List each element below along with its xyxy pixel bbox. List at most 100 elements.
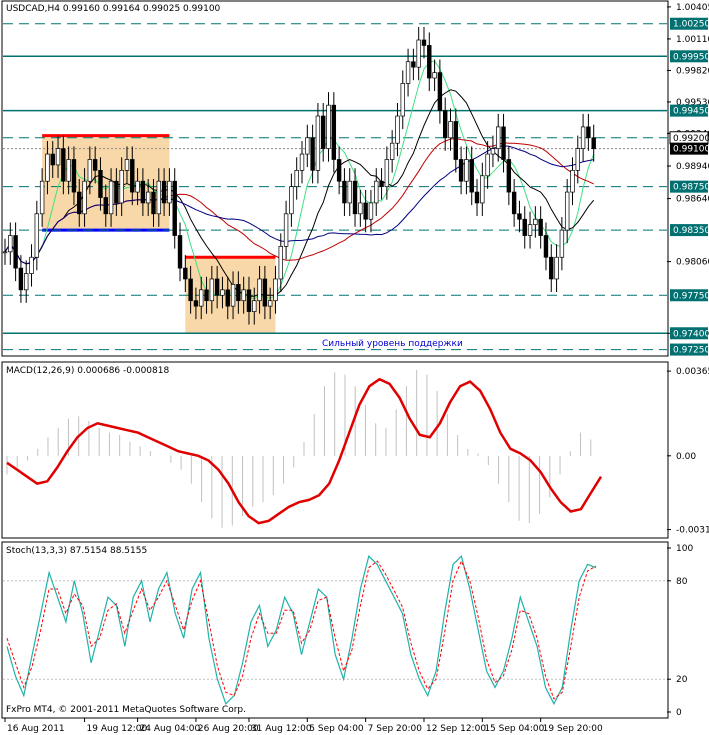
- macd-header: MACD(12,26,9) 0.000686 -0.000818: [6, 366, 169, 376]
- stoch-tick-label-3: 0: [676, 708, 682, 718]
- candle-body-71: [379, 180, 384, 187]
- candle-body-61: [326, 104, 331, 149]
- candle-body-49: [262, 278, 268, 307]
- candle-body-46: [246, 289, 252, 312]
- candle-body-111: [591, 137, 596, 149]
- candle-body-83: [442, 110, 448, 139]
- candle-body-38: [204, 289, 209, 302]
- candle-body-28: [151, 191, 156, 215]
- candle-body-60: [321, 115, 326, 149]
- candle-body-86: [458, 159, 464, 182]
- stoch-signal-line: [6, 559, 597, 700]
- candle-body-94: [501, 126, 506, 160]
- candle-body-56: [299, 153, 305, 171]
- candle-body-95: [506, 159, 512, 193]
- macd-signal-line: [6, 377, 603, 525]
- macd-tick-label-2: -0.00318: [676, 526, 709, 536]
- candle-body-47: [252, 300, 257, 312]
- candle-body-9: [50, 153, 55, 166]
- candle-body-76: [405, 61, 411, 84]
- candle-body-72: [384, 159, 390, 187]
- candle-body-91: [485, 153, 490, 177]
- candle-body-44: [236, 284, 241, 302]
- candle-body-39: [209, 278, 215, 302]
- price-label-4: 0.99100: [673, 145, 709, 155]
- candle-body-109: [580, 126, 586, 149]
- candle-body-58: [310, 137, 315, 171]
- price-label-box-5: [670, 180, 708, 193]
- candle-body-85: [453, 121, 459, 160]
- candle-body-87: [464, 159, 469, 182]
- candle-body-45: [241, 289, 246, 302]
- candle-body-35: [188, 278, 193, 302]
- price-label-box-8: [670, 327, 708, 340]
- candle-body-4: [24, 273, 29, 291]
- candle-body-93: [496, 126, 501, 149]
- candle-body-15: [82, 180, 87, 215]
- candle-body-8: [45, 153, 50, 182]
- stoch-header: Stoch(13,3,3) 87.5154 88.5155: [6, 546, 147, 556]
- time-tick-label-2: 24 Aug 04:00: [140, 724, 201, 734]
- macd-tick-label-0: 0.00365: [676, 367, 709, 377]
- stoch-tick-label-2: 20: [676, 675, 688, 685]
- candle-body-10: [55, 148, 61, 166]
- candle-body-62: [331, 104, 337, 160]
- stoch-panel-frame: [1, 541, 669, 719]
- price-label-box-1: [670, 50, 708, 63]
- candle-body-104: [554, 256, 559, 280]
- price-layer: [2, 23, 667, 351]
- stoch-tick-label-1: 80: [676, 577, 688, 587]
- candle-body-43: [230, 284, 236, 307]
- candle-body-89: [474, 191, 480, 204]
- candle-body-19: [103, 197, 108, 215]
- candle-body-64: [342, 180, 347, 204]
- candle-body-26: [140, 180, 146, 204]
- price-label-box-9: [670, 343, 708, 356]
- candle-body-105: [559, 229, 565, 258]
- candle-body-110: [586, 126, 591, 139]
- candle-body-33: [177, 235, 183, 269]
- candle-body-25: [135, 180, 140, 193]
- time-tick-label-5: 5 Sep 04:00: [309, 724, 364, 734]
- candle-body-16: [87, 159, 93, 182]
- candle-body-92: [490, 148, 496, 155]
- candle-body-42: [225, 289, 230, 307]
- price-tick-label-0: 1.00405: [676, 3, 709, 13]
- axis-layer: 1.004051.001100.998200.995300.992400.989…: [4, 3, 709, 734]
- time-tick-label-8: 15 Sep 04:00: [484, 724, 544, 734]
- candle-body-100: [533, 218, 538, 226]
- candle-body-97: [517, 213, 522, 220]
- candle-body-66: [352, 180, 358, 215]
- candle-body-24: [130, 159, 135, 193]
- candle-body-90: [480, 175, 485, 204]
- candle-body-17: [92, 159, 98, 171]
- candle-body-27: [145, 191, 151, 204]
- candle-body-22: [119, 170, 124, 204]
- candle-body-34: [183, 267, 188, 280]
- candle-body-37: [199, 289, 204, 307]
- price-label-box-0: [670, 17, 708, 30]
- candle-body-6: [34, 213, 40, 258]
- candle-body-31: [167, 180, 172, 204]
- price-label-9: 0.97250: [673, 346, 709, 356]
- candle-body-53: [283, 213, 289, 247]
- candle-body-75: [400, 83, 405, 117]
- candle-body-21: [114, 180, 119, 204]
- ma-slow-blue-line: [4, 145, 594, 265]
- stoch-main-line: [6, 555, 597, 706]
- candle-body-98: [522, 218, 527, 236]
- price-label-0: 1.00250: [673, 20, 709, 30]
- candle-body-101: [538, 218, 543, 236]
- price-label-box-6: [670, 224, 708, 237]
- candle-body-14: [77, 191, 82, 215]
- candle-body-40: [214, 278, 220, 296]
- candle-body-67: [358, 202, 363, 215]
- candle-body-52: [278, 246, 283, 280]
- candle-body-36: [193, 300, 199, 307]
- stoch-tick-label-0: 100: [676, 544, 693, 554]
